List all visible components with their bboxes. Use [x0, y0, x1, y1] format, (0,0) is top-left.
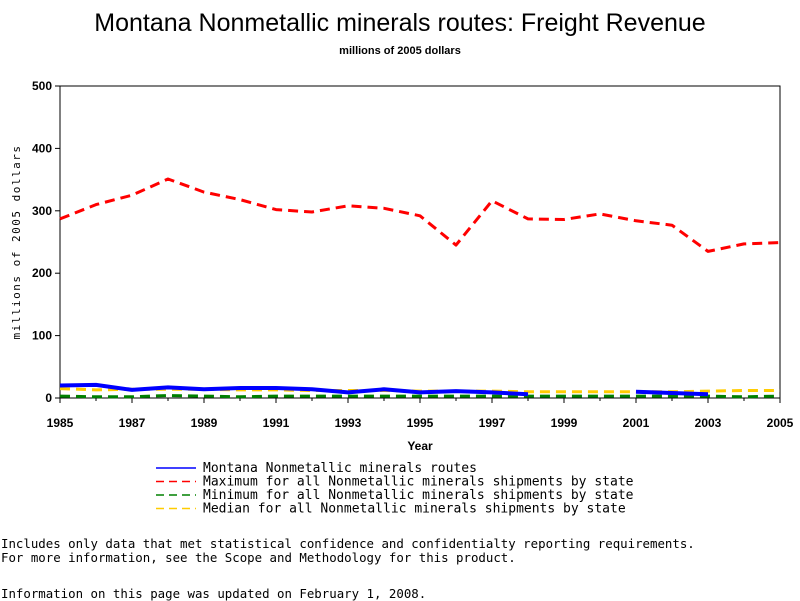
x-tick-label: 1985 — [47, 416, 74, 430]
legend-label: Maximum for all Nonmetallic minerals shi… — [203, 475, 634, 490]
x-tick-label: 1991 — [263, 416, 290, 430]
legend: Montana Nonmetallic minerals routesMaxim… — [156, 461, 634, 517]
x-tick-label: 1989 — [191, 416, 218, 430]
y-tick-label: 400 — [32, 141, 52, 155]
legend-label: Montana Nonmetallic minerals routes — [203, 461, 477, 476]
x-tick-label: 1997 — [479, 416, 506, 430]
y-tick-label: 500 — [32, 79, 52, 93]
x-tick-label: 1987 — [119, 416, 146, 430]
x-tick-label: 1995 — [407, 416, 434, 430]
x-tick-label: 1993 — [335, 416, 362, 430]
series-layer — [59, 177, 781, 399]
chart-subtitle: millions of 2005 dollars — [339, 45, 461, 57]
y-tick-label: 300 — [32, 204, 52, 218]
y-tick-label: 100 — [32, 329, 52, 343]
plot-frame — [59, 85, 781, 399]
update-note: Information on this page was updated on … — [1, 586, 427, 601]
chart-title: Montana Nonmetallic minerals routes: Fre… — [94, 9, 705, 37]
x-tick-label: 1999 — [551, 416, 578, 430]
x-axis-label: Year — [407, 439, 433, 453]
y-axis-label: millions of 2005 dollars — [10, 145, 23, 340]
x-tick-label: 2005 — [767, 416, 794, 430]
y-tick-label: 200 — [32, 266, 52, 280]
series-line-2 — [59, 394, 781, 399]
legend-label: Median for all Nonmetallic minerals ship… — [203, 502, 626, 517]
x-axis: 1985 1987 1989 1991 1993 1995 1997 1999 2001 2003… — [47, 398, 794, 430]
y-axis: 0 100 200 300 400 500 — [32, 79, 60, 405]
series-line-0 — [59, 382, 709, 397]
note-line-1: Includes only data that met statistical … — [1, 536, 695, 551]
x-tick-label: 2001 — [623, 416, 650, 430]
legend-label: Minimum for all Nonmetallic minerals shi… — [203, 488, 634, 503]
x-tick-label: 2003 — [695, 416, 722, 430]
note-line-2: For more information, see the Scope and … — [1, 550, 516, 565]
series-line-1 — [59, 177, 781, 253]
y-tick-label: 0 — [45, 391, 52, 405]
